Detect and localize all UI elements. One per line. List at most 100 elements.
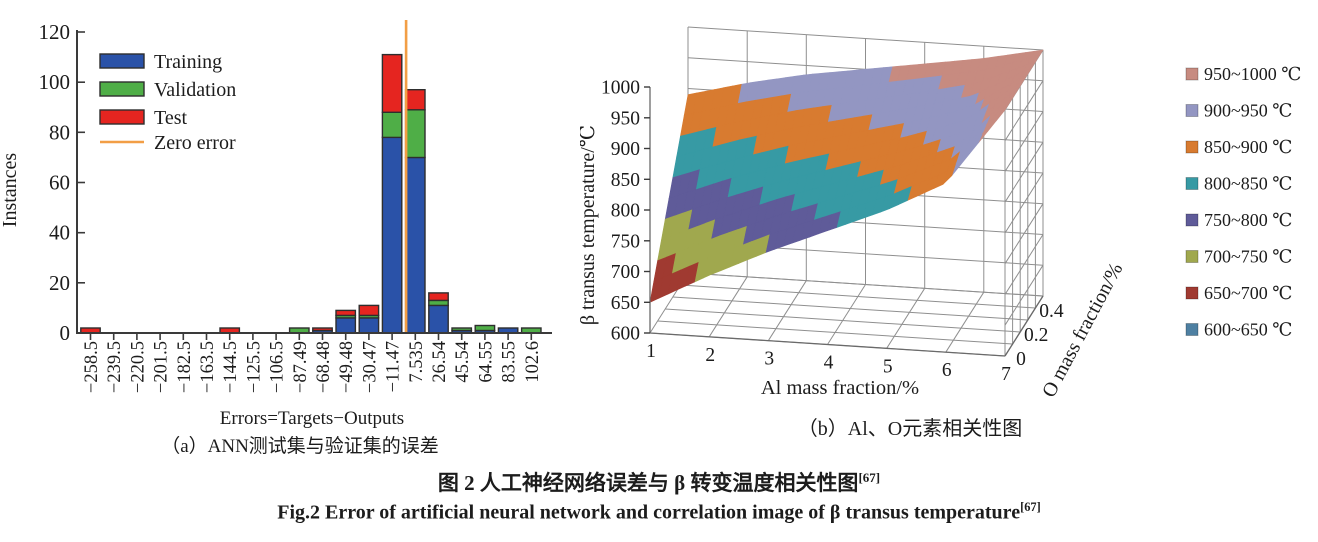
bar-segment-training: [381, 136, 403, 334]
y-tick-label: 60: [49, 171, 70, 195]
bar-segment-test: [312, 327, 333, 332]
band-swatch: [1185, 250, 1199, 263]
y-tick-label: 20: [49, 271, 70, 295]
grid-line: [1004, 172, 1044, 234]
grid-line: [1004, 203, 1044, 264]
grid-line: [827, 284, 866, 345]
band-swatch: [1185, 213, 1199, 227]
legend-swatch-test: [99, 109, 145, 125]
o-tick-label: 0.2: [1024, 325, 1048, 346]
bar-segment-training: [428, 304, 449, 334]
bar-segment-test: [381, 53, 403, 113]
band-label: 800~850 ℃: [1204, 174, 1292, 194]
subcaption-b: （b）Al、O元素相关性图: [797, 418, 1023, 440]
bar-segment-training: [335, 317, 357, 334]
x-tick-label: 83.55: [500, 341, 520, 383]
caption-english-ref: [67]: [1020, 500, 1041, 514]
y-tick-label: 0: [60, 321, 71, 345]
bar-segment-validation: [451, 327, 473, 332]
bar-segment-test: [358, 304, 380, 317]
o-axis-title: O mass fraction/%: [1038, 259, 1127, 401]
band-legend: 950~1000 ℃ 900~950 ℃ 850~900 ℃ 800~850 ℃ 750…: [1185, 64, 1301, 340]
band-swatch: [1185, 104, 1199, 117]
al-tick-label: 6: [942, 360, 952, 381]
x-tick-label: −163.5: [198, 341, 218, 393]
x-tick-label: 26.54: [430, 341, 450, 383]
subcaption-a: （a）ANN测试集与验证集的误差: [161, 436, 439, 457]
x-tick-label: −87.49: [291, 341, 311, 393]
band-label: 950~1000 ℃: [1204, 64, 1301, 84]
bar-segment-training: [404, 156, 426, 334]
x-tick-label: 45.54: [453, 341, 473, 383]
al-o-correlation-surface: 600 650 700 750 800 850 900 950 1000 1 2 3 4 5 6 7 0 0.2 0…: [577, 0, 1318, 465]
band-label: 750~800 ℃: [1204, 210, 1292, 230]
band-swatch: [1185, 286, 1199, 300]
o-axis: [1004, 295, 1044, 357]
legend-label: Validation: [154, 79, 236, 101]
al-tick-label: 7: [1001, 364, 1011, 385]
caption-english-text: Fig.2 Error of artificial neural network…: [277, 501, 1021, 524]
al-tick-label: 2: [705, 345, 715, 366]
y-tick-label: 40: [49, 221, 70, 245]
x-tick-label: −201.5: [152, 341, 172, 393]
x-tick-label: −30.47: [360, 341, 380, 393]
x-tick-label: −125.5: [244, 341, 264, 393]
legend-swatch-validation: [99, 81, 145, 97]
x-tick-label: −106.5: [268, 341, 288, 393]
x-axis: [649, 332, 1006, 357]
grid-line: [945, 291, 985, 353]
y-tick-label: 80: [49, 120, 70, 144]
legend-label: Zero error: [154, 132, 236, 154]
caption-chinese: 图 2 人工神经网络误差与 β 转变温度相关性图[67]: [0, 467, 1318, 497]
bar-segment-test: [404, 88, 426, 111]
band-swatch: [1185, 140, 1199, 154]
band-label: 900~950 ℃: [1204, 101, 1292, 121]
bar-segment-validation: [474, 324, 496, 332]
z-tick-label: 750: [611, 231, 640, 252]
legend: Training Validation Test Zero error: [99, 51, 236, 154]
x-tick-label: −182.5: [175, 341, 195, 393]
bars: [80, 53, 542, 334]
z-axis-title: β transus temperature/℃: [580, 125, 599, 325]
x-tick-label: −68.48: [314, 341, 334, 393]
legend-label: Test: [154, 107, 187, 129]
x-tick-label: 64.55: [476, 341, 496, 383]
grid-line: [672, 296, 1028, 321]
x-tick-label: −11.47: [384, 341, 404, 392]
x-tick-label: −49.48: [337, 341, 357, 393]
band-swatch: [1185, 67, 1199, 81]
x-axis-title: Errors=Targets−Outputs: [220, 408, 404, 429]
grid-line: [657, 320, 1013, 345]
al-tick-label: 5: [883, 356, 893, 377]
z-tick-label: 700: [611, 262, 640, 283]
o-tick-label: 0.4: [1039, 301, 1064, 322]
band-swatch: [1185, 177, 1199, 190]
z-tick-label: 850: [611, 170, 640, 191]
grid-line: [665, 308, 1021, 333]
grid-line: [1004, 141, 1044, 203]
x-tick-label: 7.535: [407, 341, 427, 383]
band-swatch: [1185, 323, 1199, 336]
bar-segment-test: [335, 309, 357, 317]
z-tick-label: 600: [611, 324, 640, 345]
legend-label: Training: [154, 51, 222, 73]
surface-svg: 600 650 700 750 800 850 900 950 1000 1 2 3 4 5 6 70 0.2 0…: [577, 26, 1301, 401]
grid-line: [767, 280, 807, 341]
z-tick-label: 650: [611, 293, 640, 314]
x-tick-label: −239.5: [105, 341, 125, 393]
al-tick-label: 4: [824, 353, 834, 374]
surface-mesh: [649, 49, 1044, 303]
y-tick-label: 100: [39, 70, 71, 94]
axes: [76, 30, 552, 334]
grid-line: [687, 272, 1044, 297]
bar-segment-validation: [381, 111, 403, 139]
surface-cell: [649, 277, 664, 303]
x-tick-label: −258.5: [82, 341, 102, 393]
bar-segment-test: [428, 292, 449, 302]
band-label: 600~650 ℃: [1204, 320, 1292, 340]
x-tick-label: −220.5: [128, 341, 148, 393]
z-tick-label: 950: [611, 108, 640, 129]
band-label: 650~700 ℃: [1204, 283, 1292, 303]
